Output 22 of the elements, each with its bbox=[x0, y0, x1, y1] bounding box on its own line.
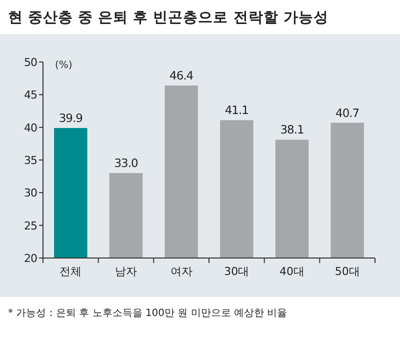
y-tick-label: 45 bbox=[24, 88, 38, 102]
data-label: 40.7 bbox=[336, 106, 360, 120]
y-axis-title: (%) bbox=[55, 60, 72, 71]
y-tick-label: 20 bbox=[24, 252, 38, 265]
y-tick-label: 30 bbox=[24, 186, 38, 200]
x-tick-label: 남자 bbox=[115, 265, 137, 278]
y-tick-label: 50 bbox=[24, 56, 38, 69]
y-tick-label: 25 bbox=[24, 219, 38, 232]
data-label: 46.4 bbox=[170, 68, 194, 83]
y-tick-label: 40 bbox=[24, 121, 38, 134]
x-tick-label: 50대 bbox=[334, 265, 360, 278]
x-tick-label: 여자 bbox=[170, 265, 192, 278]
x-tick-label: 30대 bbox=[224, 265, 250, 278]
y-tick-label: 35 bbox=[24, 154, 38, 167]
data-label: 38.1 bbox=[280, 122, 304, 137]
text: * 가능성 : 은퇴 후 노후소득을 100만 원 미만으로 예상한 비율 bbox=[8, 308, 288, 319]
chart-title: 현 중산층 중 은퇴 후 빈곤층으로 전락할 가능성 bbox=[8, 10, 328, 26]
data-label: 33.0 bbox=[114, 156, 138, 170]
x-tick-label: 40대 bbox=[280, 265, 304, 278]
data-label: 41.1 bbox=[224, 103, 249, 118]
x-tick-label: 전체 bbox=[60, 265, 82, 278]
data-label: 39.9 bbox=[58, 110, 83, 125]
